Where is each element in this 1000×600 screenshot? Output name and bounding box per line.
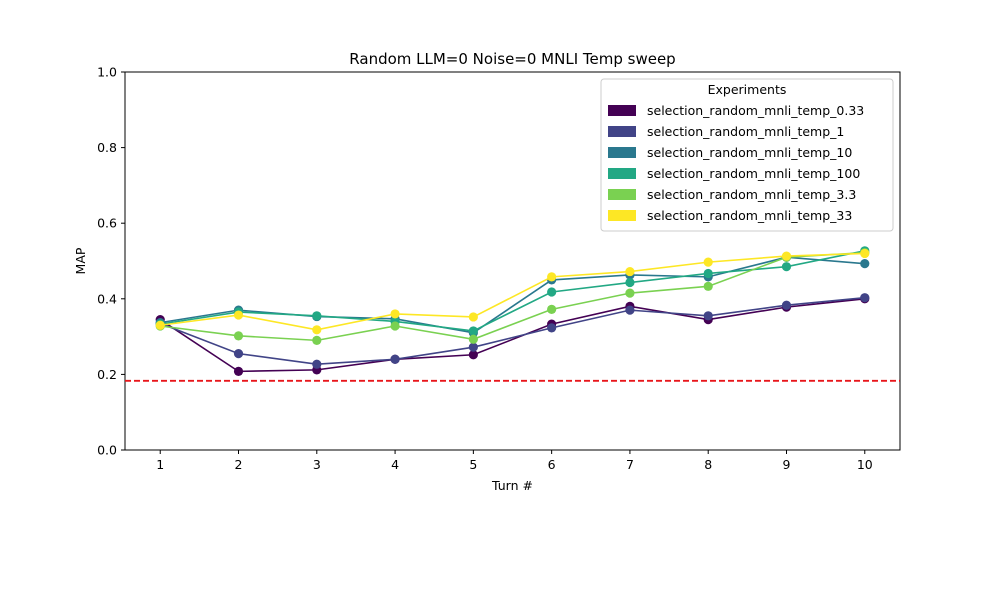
data-point xyxy=(155,320,165,330)
series-line xyxy=(159,298,865,373)
legend-label: selection_random_mnli_temp_100 xyxy=(647,166,860,181)
data-point xyxy=(625,288,635,298)
data-point xyxy=(703,257,713,267)
x-tick-label: 5 xyxy=(469,457,477,472)
y-tick-label: 0.2 xyxy=(97,367,117,382)
data-point xyxy=(703,311,713,321)
data-point xyxy=(390,321,400,331)
data-point xyxy=(233,366,244,376)
series-line xyxy=(160,251,865,342)
legend-swatch xyxy=(608,105,636,116)
data-point xyxy=(233,349,244,359)
data-point xyxy=(625,266,635,277)
x-tick-label: 9 xyxy=(783,457,791,472)
y-tick-label: 0.4 xyxy=(97,291,117,306)
data-point xyxy=(468,312,478,322)
data-point xyxy=(312,325,322,335)
y-tick-label: 0.8 xyxy=(97,140,117,155)
legend-title: Experiments xyxy=(708,82,787,97)
series-line xyxy=(159,296,865,365)
data-point xyxy=(547,272,557,282)
data-point xyxy=(703,268,713,279)
x-tick-label: 7 xyxy=(626,457,634,472)
data-point xyxy=(625,305,635,315)
x-tick-label: 3 xyxy=(313,457,321,472)
y-tick-label: 0.0 xyxy=(97,443,117,458)
y-tick-label: 0.6 xyxy=(97,216,117,231)
y-axis-label: MAP xyxy=(73,247,88,274)
data-point xyxy=(468,350,478,360)
data-point xyxy=(781,251,792,261)
data-point xyxy=(468,326,478,336)
data-point xyxy=(233,331,244,341)
legend-label: selection_random_mnli_temp_0.33 xyxy=(647,103,864,118)
legend-swatch xyxy=(608,168,636,179)
legend-label: selection_random_mnli_temp_3.3 xyxy=(647,187,856,202)
x-tick-label: 10 xyxy=(857,457,873,472)
data-point xyxy=(312,335,322,345)
legend-box xyxy=(600,78,894,232)
data-point xyxy=(860,259,870,269)
x-tick-label: 8 xyxy=(704,457,712,472)
data-point xyxy=(703,281,713,291)
data-point xyxy=(860,248,870,259)
data-point xyxy=(390,354,400,364)
series-line xyxy=(160,252,865,331)
x-tick-label: 4 xyxy=(391,457,399,472)
data-point xyxy=(390,309,400,319)
data-point xyxy=(547,323,557,333)
data-point xyxy=(468,342,478,352)
legend-label: selection_random_mnli_temp_33 xyxy=(647,208,852,223)
x-tick-label: 1 xyxy=(156,457,164,472)
plot-area: 1 2 3 4 5 6 7 8 9 10 0.0 0.2 0.4 0.6 0.8 1.0 Experiments… xyxy=(97,65,901,472)
x-tick-label: 2 xyxy=(235,457,243,472)
legend-label: selection_random_mnli_temp_10 xyxy=(647,145,852,160)
data-point xyxy=(625,277,635,288)
legend-label: selection_random_mnli_temp_1 xyxy=(647,124,844,139)
data-point xyxy=(547,304,557,314)
data-point xyxy=(547,287,557,297)
series-line xyxy=(160,250,865,332)
data-point xyxy=(860,293,870,303)
data-point xyxy=(233,310,244,320)
chart-title: Random LLM=0 Noise=0 MNLI Temp sweep xyxy=(349,50,675,68)
legend-swatch xyxy=(608,126,636,137)
data-point xyxy=(312,359,322,369)
legend-swatch xyxy=(608,210,636,221)
data-point xyxy=(468,334,478,344)
data-point xyxy=(312,311,322,321)
legend-swatch xyxy=(608,189,636,200)
x-axis-label: Turn # xyxy=(491,478,533,493)
x-tick-label: 6 xyxy=(548,457,556,472)
legend-swatch xyxy=(608,147,636,158)
y-tick-label: 1.0 xyxy=(97,65,117,80)
plot-frame xyxy=(124,71,901,451)
data-point xyxy=(781,300,792,310)
data-point xyxy=(781,262,792,272)
